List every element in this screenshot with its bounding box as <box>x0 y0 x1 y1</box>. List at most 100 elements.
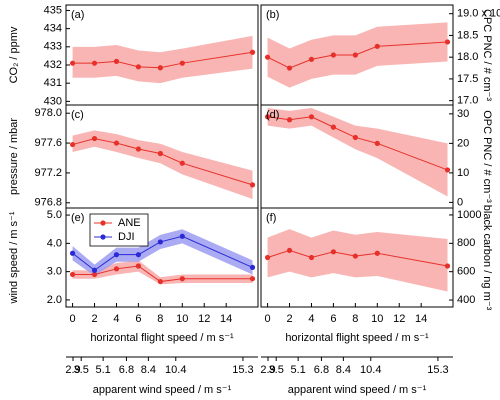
x-tick-label: 2 <box>286 313 292 325</box>
uncertainty-band <box>267 229 448 292</box>
apparent-tick-label: 8.4 <box>336 364 351 376</box>
data-point <box>157 239 163 245</box>
x-tick-label: 12 <box>393 313 405 325</box>
y-axis-label: pressure / mbar <box>8 118 20 195</box>
y-tick-label: 18.0 <box>457 51 478 63</box>
y-tick-label: 1000 <box>457 209 481 221</box>
data-point <box>352 52 358 58</box>
data-point <box>249 49 256 55</box>
data-point <box>249 264 256 270</box>
y-tick-label: 977.2 <box>34 167 62 179</box>
panel-frame <box>260 207 454 308</box>
y-tick-label: 17.0 <box>457 95 478 107</box>
x-tick-label: 8 <box>352 313 358 325</box>
y-tick-label: 19.0 x 10³ <box>457 8 500 20</box>
y-tick-label: 600 <box>457 266 475 278</box>
legend-label: DJI <box>118 231 135 243</box>
apparent-tick-label: 3.5 <box>269 364 284 376</box>
x-axis-label: horizontal flight speed / m s⁻¹ <box>285 332 429 344</box>
y-tick-label: 30 <box>457 108 469 120</box>
y-axis-label: black carbon / ng m⁻³ <box>481 205 493 311</box>
data-point <box>69 271 76 278</box>
legend-marker <box>100 234 106 240</box>
data-point <box>135 64 142 70</box>
data-point <box>69 141 76 148</box>
data-point <box>374 140 380 146</box>
data-point <box>135 252 142 258</box>
data-point <box>286 247 293 254</box>
data-point <box>91 60 98 66</box>
y-axis-label: OPC PNC / # cm⁻³ <box>481 110 493 203</box>
x-axis-label: horizontal flight speed / m s⁻¹ <box>90 332 234 344</box>
panel-label: (e) <box>71 212 84 224</box>
data-point <box>91 267 98 273</box>
data-point <box>69 60 76 66</box>
data-point <box>113 58 120 64</box>
y-tick-label: 4.0 <box>47 237 62 249</box>
data-point <box>113 252 120 258</box>
legend-box <box>89 213 149 247</box>
data-point <box>264 114 271 120</box>
y-tick-label: 5.0 <box>47 209 62 221</box>
data-point <box>91 135 98 142</box>
uncertainty-band <box>72 229 253 276</box>
x-tick-label: 2 <box>91 313 97 325</box>
apparent-axis-label: apparent wind speed / m s⁻¹ <box>288 384 427 396</box>
panel-frame <box>65 207 259 308</box>
panel-label: (f) <box>266 212 276 224</box>
y-axis-label: CPC PNC / # cm⁻³ <box>481 9 493 101</box>
y-tick-label: 3.0 <box>47 266 62 278</box>
apparent-tick-label: 10.4 <box>360 364 381 376</box>
data-point <box>374 250 380 256</box>
y-tick-label: 2.0 <box>47 294 62 306</box>
data-point <box>135 146 142 152</box>
data-point <box>444 263 451 269</box>
y-tick-label: 976.8 <box>34 197 62 209</box>
x-tick-label: 12 <box>198 313 210 325</box>
panel-label: (a) <box>71 9 84 21</box>
legend-marker <box>100 220 106 226</box>
panel-label: (d) <box>266 109 279 121</box>
apparent-tick-label: 8.4 <box>141 364 156 376</box>
data-point <box>444 167 451 173</box>
apparent-tick-label: 2.9 <box>260 364 275 376</box>
y-axis-label: CO₂ / ppmv <box>8 26 20 83</box>
x-tick-label: 6 <box>330 313 336 325</box>
apparent-tick-label: 3.5 <box>74 364 89 376</box>
x-tick-label: 10 <box>176 313 188 325</box>
data-point <box>264 254 271 261</box>
y-tick-label: 435 <box>44 4 62 16</box>
data-point <box>444 39 451 45</box>
y-tick-label: 977.6 <box>34 137 62 149</box>
data-point <box>286 65 293 71</box>
legend-label: ANE <box>118 217 141 229</box>
y-axis-label: wind speed / m s⁻¹ <box>8 211 20 304</box>
data-point <box>330 52 337 58</box>
data-point <box>135 263 142 269</box>
data-point <box>157 65 163 71</box>
y-tick-label: 432 <box>44 59 62 71</box>
data-point <box>308 254 315 261</box>
y-tick-label: 18.5 <box>457 29 478 41</box>
panel-label: (c) <box>71 109 84 121</box>
apparent-tick-label: 6.8 <box>119 364 134 376</box>
data-point <box>157 150 163 157</box>
x-tick-label: 14 <box>415 313 427 325</box>
data-point <box>249 182 256 188</box>
data-point <box>352 134 358 141</box>
data-point <box>286 117 293 123</box>
uncertainty-band <box>72 130 253 200</box>
uncertainty-band <box>267 107 448 197</box>
y-tick-label: 20 <box>457 137 469 149</box>
apparent-tick-label: 6.8 <box>314 364 329 376</box>
x-tick-label: 4 <box>113 313 119 325</box>
panel-label: (b) <box>266 9 279 21</box>
apparent-tick-label: 5.1 <box>95 364 110 376</box>
data-point <box>69 250 76 256</box>
data-point <box>264 54 271 60</box>
x-tick-label: 0 <box>265 313 271 325</box>
y-tick-label: 430 <box>44 95 62 107</box>
data-point <box>330 249 337 255</box>
data-point <box>308 56 315 62</box>
